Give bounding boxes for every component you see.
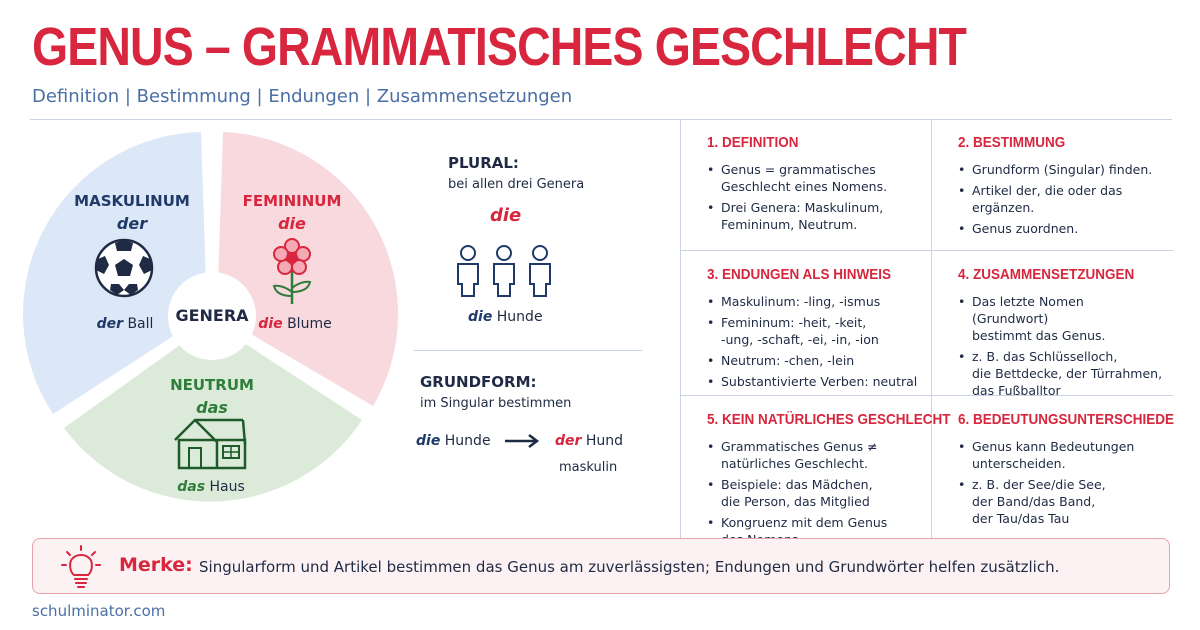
femininum-example-article: die (258, 316, 283, 332)
merke-label: Merke: (119, 554, 193, 576)
maskulinum-example-noun: Ball (127, 316, 154, 332)
page-title: GENUS – GRAMMATISCHES GESCHLECHT (32, 17, 967, 77)
header-divider (30, 119, 1172, 120)
section-item: Genus kann Bedeutungen unterscheiden. (958, 438, 1163, 472)
section-item: Grundform (Singular) finden. (958, 161, 1163, 178)
section-item: Genus = grammatisches Geschlecht eines N… (707, 161, 921, 195)
femininum-name: FEMININUM (242, 192, 342, 210)
maskulinum-example: der Ball (80, 316, 170, 332)
maskulinum-example-article: der (96, 316, 123, 332)
section-item: Drei Genera: Maskulinum, Femininum, Neut… (707, 199, 921, 233)
segment-neutrum (64, 322, 362, 502)
plural-article: die (490, 205, 522, 226)
section-item: Genus zuordnen. (958, 220, 1163, 237)
lightbulb-icon (61, 545, 101, 588)
middle-divider (414, 350, 642, 351)
genera-center-label: GENERA (175, 306, 249, 325)
section-item: Neutrum: -chen, -lein (707, 352, 921, 369)
section-item: Beispiele: das Mädchen, die Person, das … (707, 476, 921, 510)
section-title: 3. ENDUNGEN ALS HINWEIS (707, 266, 892, 283)
maskulinum-label: MASKULINUM der (70, 192, 194, 233)
plural-example: die Hunde (468, 309, 543, 325)
maskulinum-article: der (116, 214, 148, 233)
section-definition: 1. DEFINITION Genus = grammatisches Gesc… (681, 120, 931, 237)
grid-divider-1 (681, 250, 1173, 251)
section-item: Kongruenz mit dem Genus des Nomens (707, 514, 921, 548)
section-title: 5. KEIN NATÜRLICHES GESCHLECHT (707, 411, 951, 428)
femininum-article: die (278, 214, 306, 233)
section-item: Artikel der, die oder das ergänzen. (958, 182, 1163, 216)
maskulinum-name: MASKULINUM (74, 192, 190, 210)
femininum-example: die Blume (250, 316, 340, 332)
plural-example-noun: Hunde (496, 309, 543, 325)
house-icon (174, 418, 247, 470)
grundform-from-article: die (416, 433, 441, 449)
soccer-ball-icon (94, 238, 154, 298)
merke-text: Singularform und Artikel bestimmen das G… (199, 558, 1060, 576)
arrow-right-icon (505, 434, 540, 448)
section-item: z. B. das Schlüsselloch, die Bettdecke, … (958, 348, 1163, 399)
section-title: 4. ZUSAMMENSETZUNGEN (958, 266, 1135, 283)
section-bedeutungsunterschiede: 6. BEDEUTUNGSUNTERSCHIEDE Genus kann Bed… (932, 397, 1175, 531)
neutrum-example-article: das (177, 479, 206, 495)
grundform-to: der Hund (555, 433, 623, 449)
section-item: Maskulinum: -ling, -ismus (707, 293, 921, 310)
segment-femininum (217, 132, 399, 406)
section-title: 1. DEFINITION (707, 134, 799, 151)
section-bestimmung: 2. BESTIMMUNG Grundform (Singular) finde… (932, 120, 1173, 241)
grid-divider-vertical (931, 120, 932, 538)
femininum-example-noun: Blume (287, 316, 332, 332)
people-icon (457, 245, 551, 297)
merke-box: Merke: Singularform und Artikel bestimme… (32, 538, 1170, 594)
grid-divider-2 (681, 395, 1173, 396)
grundform-to-noun: Hund (585, 433, 624, 449)
femininum-label: FEMININUM die (232, 192, 352, 233)
section-title: 6. BEDEUTUNGSUNTERSCHIEDE (958, 411, 1175, 428)
center-circle (168, 272, 256, 360)
plural-subheading: bei allen drei Genera (448, 177, 585, 192)
page-subtitle: Definition | Bestimmung | Endungen | Zus… (32, 86, 573, 107)
grundform-gender: maskulin (559, 460, 618, 475)
section-item: Femininum: -heit, -keit, -ung, -schaft, … (707, 314, 921, 348)
neutrum-name: NEUTRUM (170, 376, 254, 394)
grundform-from-noun: Hunde (444, 433, 491, 449)
section-item: z. B. der See/die See, der Band/das Band… (958, 476, 1163, 527)
grundform-to-article: der (555, 433, 582, 449)
neutrum-article: das (196, 398, 228, 417)
neutrum-example-noun: Haus (209, 479, 245, 495)
plural-example-article: die (468, 309, 493, 325)
grundform-subheading: im Singular bestimmen (420, 396, 572, 411)
section-item: Das letzte Nomen (Grundwort) bestimmt da… (958, 293, 1163, 344)
section-natuerliches-geschlecht: 5. KEIN NATÜRLICHES GESCHLECHT Grammatis… (681, 397, 951, 552)
neutrum-example: das Haus (166, 479, 256, 495)
section-item: Substantivierte Verben: neutral (707, 373, 921, 390)
neutrum-label: NEUTRUM das (152, 376, 272, 417)
footer-site[interactable]: schulminator.com (32, 602, 166, 620)
section-title: 2. BESTIMMUNG (958, 134, 1066, 151)
grundform-from: die Hunde (416, 433, 491, 449)
plural-heading: PLURAL: (448, 154, 519, 172)
section-item: Grammatisches Genus ≠ natürliches Geschl… (707, 438, 921, 472)
section-endungen: 3. ENDUNGEN ALS HINWEIS Maskulinum: -lin… (681, 252, 931, 394)
flower-icon (272, 238, 312, 304)
sections-grid: 1. DEFINITION Genus = grammatisches Gesc… (680, 120, 1175, 547)
grundform-heading: GRUNDFORM: (420, 373, 537, 391)
section-zusammensetzungen: 4. ZUSAMMENSETZUNGEN Das letzte Nomen (G… (932, 252, 1173, 403)
